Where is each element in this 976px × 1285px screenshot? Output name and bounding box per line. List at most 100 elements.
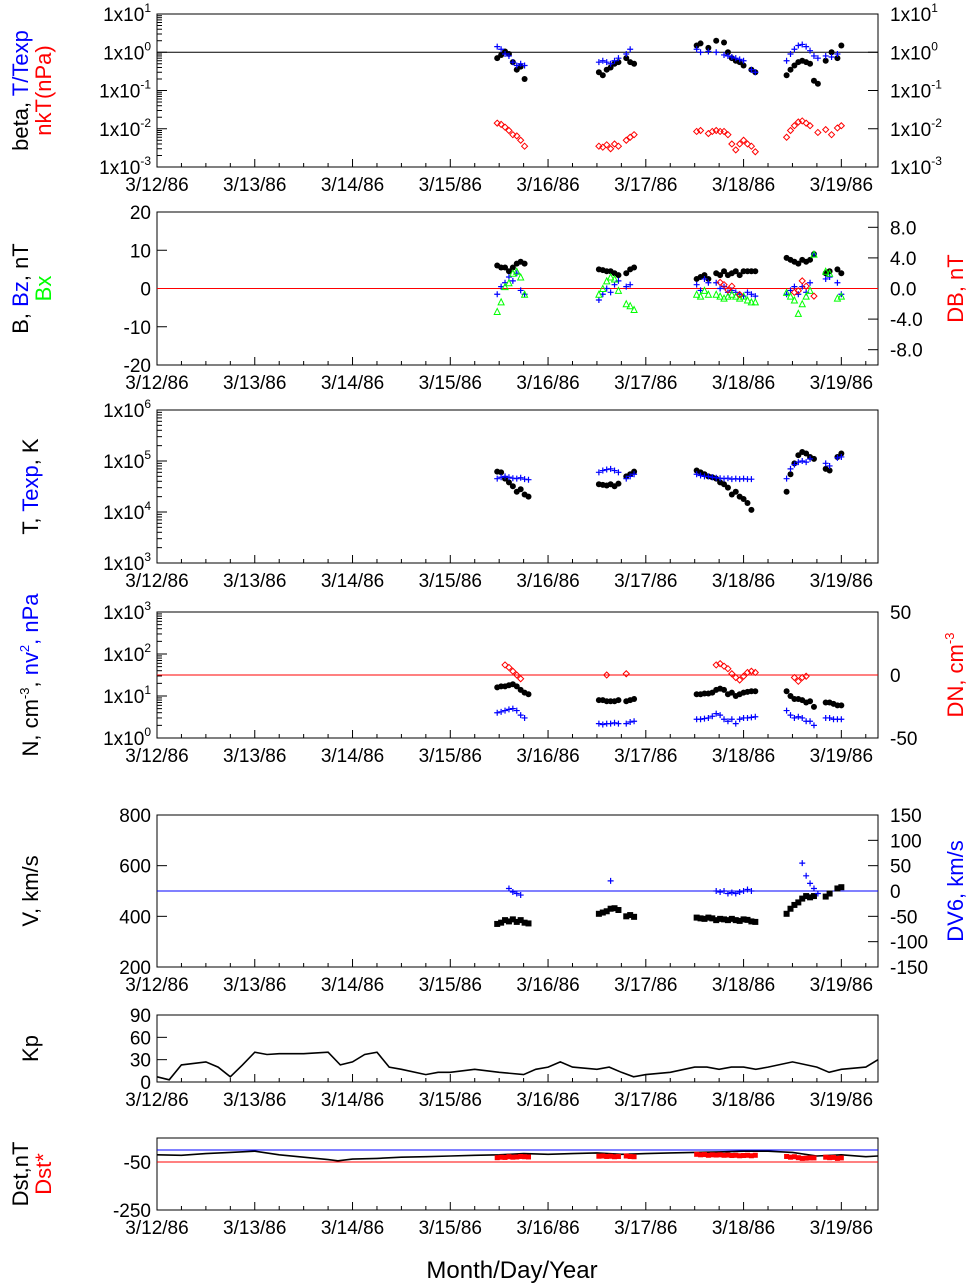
data-point-dot [834, 55, 841, 62]
data-point-triangle [747, 297, 756, 306]
data-point-diamond [614, 142, 623, 150]
data-point-diamond [798, 277, 806, 285]
data-point-dot [732, 488, 739, 495]
data-point-triangle [696, 292, 705, 300]
data-point-plus [599, 467, 606, 474]
data-point-plus [615, 55, 622, 62]
panel-density-right-label-part-0: DN, cm [943, 644, 968, 717]
data-point-plus [810, 722, 817, 729]
panel-kp-left-tick-label-0: 90 [130, 1006, 151, 1027]
panel-kp-x-tick-label-0: 3/12/86 [125, 1090, 188, 1111]
panel-density-left-tick-label-2: 1x101 [103, 683, 151, 708]
panel-field-ylabel-line-0-part-0: B, [8, 307, 33, 334]
panel-kp-x-tick-label-7: 3/19/86 [810, 1090, 873, 1111]
data-point-diamond [739, 672, 748, 680]
data-point-square [787, 905, 794, 912]
panel-beta-right-tick-label-1-exp: 0 [931, 39, 938, 53]
panel-kp-series-0 [156, 1051, 879, 1081]
data-point-diamond [603, 141, 611, 149]
data-point-dot [783, 688, 790, 695]
panel-kp-border [156, 1014, 879, 1083]
panel-field-x-tick-label-6: 3/18/86 [712, 373, 775, 394]
data-point-diamond [751, 148, 760, 156]
data-point-square [518, 1153, 524, 1159]
data-point-square [826, 890, 833, 897]
panel-beta-ylabel-line-0-part-0: beta, [8, 96, 33, 151]
data-point-plus [783, 707, 790, 714]
data-point-plus [791, 283, 798, 290]
panel-beta-frame [156, 13, 879, 168]
panel-density-ylabel-line-0-part-0: N, cm [18, 699, 43, 756]
panel-field-left-tick-label-2: 0 [140, 280, 151, 301]
panel-field-right-label: DB, nT [943, 254, 968, 322]
panel-field-x-tick-label-0: 3/12/86 [125, 373, 188, 394]
data-point-plus [502, 51, 509, 58]
data-point-plus [627, 46, 634, 53]
data-point-triangle [493, 307, 502, 315]
data-point-plus [697, 49, 704, 56]
data-point-square [506, 1154, 512, 1160]
data-point-diamond [810, 292, 818, 300]
data-point-square [823, 1154, 829, 1160]
data-point-plus [744, 289, 751, 296]
data-point-square [807, 894, 814, 901]
panel-density-left-tick-label-2-base: 1x10 [103, 687, 144, 708]
panel-field-x-tick-label-4: 3/16/86 [516, 373, 579, 394]
data-point-square [827, 1155, 833, 1161]
panel-velocity-right-tick-label-0: 150 [890, 806, 922, 827]
data-point-square [521, 919, 528, 926]
data-point-diamond [622, 670, 630, 678]
data-point-dot [838, 702, 845, 709]
data-point-square [822, 893, 829, 900]
data-point-plus [595, 469, 602, 476]
data-point-diamond [802, 282, 810, 290]
panel-beta-x-tick-label-7: 3/19/86 [810, 175, 873, 196]
data-point-plus [748, 476, 755, 483]
data-point-plus [502, 707, 509, 714]
data-point-plus [799, 41, 806, 48]
panel-field-right-tick-label-1: 4.0 [890, 249, 916, 270]
panel-dst-left-tick-label-1: -250 [113, 1201, 151, 1222]
data-point-square [795, 1155, 801, 1161]
panel-velocity-right-tick-label-1: 100 [890, 831, 922, 852]
panel-density-right-tick-label-2: -50 [890, 729, 917, 750]
data-point-dot [615, 480, 622, 487]
data-point-diamond [794, 287, 803, 295]
data-point-plus [513, 475, 520, 482]
panel-velocity-x-tick-label-1: 3/13/86 [223, 975, 286, 996]
data-point-diamond [595, 142, 603, 150]
data-point-diamond [622, 136, 630, 144]
data-point-square [694, 1151, 700, 1157]
data-point-plus [752, 713, 759, 720]
data-point-square [807, 1155, 813, 1161]
data-point-plus [697, 716, 704, 723]
data-point-plus [713, 49, 720, 56]
data-point-square [795, 899, 802, 906]
panel-temperature-ylabel-line-0-part-1: Texp [18, 465, 43, 511]
data-point-plus [505, 885, 512, 892]
panel-density-left-tick-label-2-exp: 1 [144, 683, 151, 697]
data-point-square [752, 918, 759, 925]
data-point-dot [505, 268, 512, 275]
data-point-plus [736, 889, 743, 896]
panel-temperature-left-tick-label-3-base: 1x10 [103, 554, 144, 575]
data-point-square [717, 1152, 723, 1158]
panel-density-right-label: DN, cm-3 [942, 633, 968, 718]
data-point-plus [693, 281, 700, 288]
data-point-plus [615, 469, 622, 476]
panel-temperature-left-tick-label-1-base: 1x10 [103, 452, 144, 473]
data-point-triangle [505, 278, 513, 287]
data-point-triangle [810, 249, 818, 258]
data-point-square [513, 918, 520, 925]
panel-beta-marks [157, 37, 878, 156]
panel-field-left-tick-label-1: 10 [130, 241, 151, 262]
data-point-plus [807, 880, 814, 887]
panel-density-left-tick-label-1-exp: 2 [144, 641, 151, 655]
data-point-dot [623, 55, 630, 62]
data-point-plus [807, 47, 814, 54]
data-point-square [721, 1152, 727, 1158]
data-point-diamond [747, 142, 756, 150]
data-point-diamond [716, 659, 724, 668]
